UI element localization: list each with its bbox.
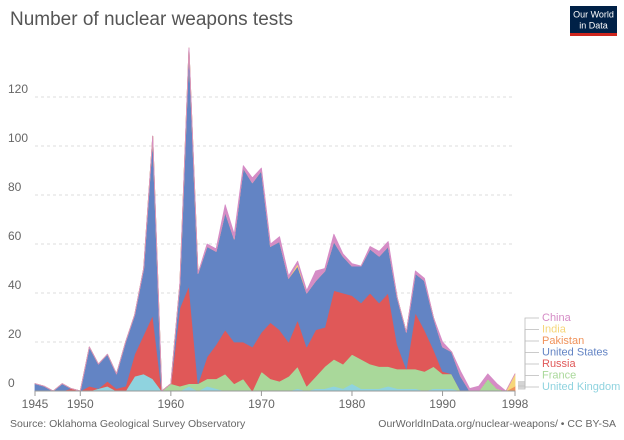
x-tick-label: 1990: [429, 397, 456, 411]
logo-bar: [570, 33, 617, 36]
legend-connector: [518, 340, 539, 385]
legend-connector: [518, 317, 539, 383]
area: [34, 47, 516, 392]
legend-label: Pakistan: [542, 335, 584, 347]
legend-label: United Kingdom: [542, 381, 620, 393]
legend-label: China: [542, 312, 572, 324]
y-tick-label: 60: [8, 229, 22, 243]
legend-label: Russia: [542, 358, 577, 370]
y-tick-label: 100: [8, 131, 28, 145]
credit: OurWorldInData.org/nuclear-weapons/ • CC…: [378, 418, 616, 430]
legend-connector: [518, 352, 539, 386]
y-tick-label: 40: [8, 278, 22, 292]
x-tick-label: 1950: [67, 397, 94, 411]
logo-box: [570, 6, 617, 36]
x-tick-label: 1998: [502, 397, 529, 411]
legend-label: United States: [542, 346, 609, 358]
x-tick-label: 1945: [22, 397, 49, 411]
y-tick-label: 80: [8, 180, 22, 194]
y-tick-label: 120: [8, 82, 28, 96]
legend-connector: [518, 329, 539, 384]
x-tick-label: 1970: [248, 397, 275, 411]
logo-text: in Data: [579, 20, 608, 30]
y-tick-label: 0: [8, 376, 15, 390]
x-tick-label: 1980: [339, 397, 366, 411]
source: Source: Oklahoma Geological Survey Obser…: [10, 418, 246, 430]
legend-label: India: [542, 323, 567, 335]
x-tick-label: 1960: [157, 397, 184, 411]
y-tick-label: 20: [8, 327, 22, 341]
chart-title: Number of nuclear weapons tests: [10, 9, 293, 30]
logo-text: Our World: [573, 9, 614, 19]
legend-label: France: [542, 369, 576, 381]
